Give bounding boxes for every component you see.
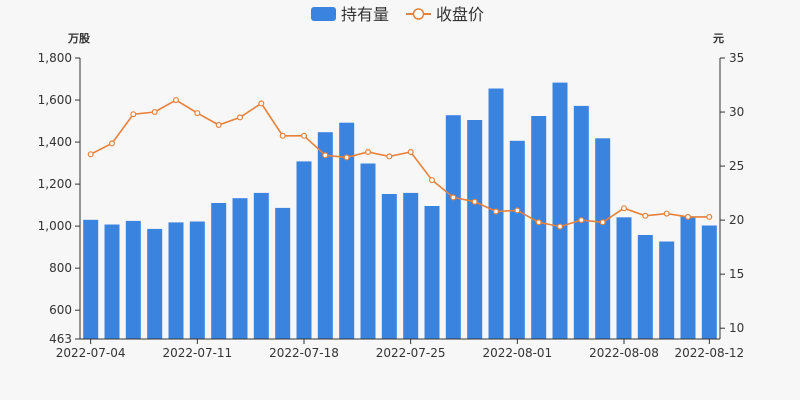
bar [339,122,355,339]
x-axis-tick-label: 2022-07-11 [162,346,232,360]
left-axis-tick-label: 1,200 [38,177,72,191]
bar [125,220,141,339]
legend-bar-label[interactable]: 持有量 [341,5,389,24]
bar [211,203,227,339]
bar [637,235,653,339]
price-point [301,132,308,139]
price-point [258,100,265,107]
price-point [556,223,563,230]
bar [659,241,675,339]
bar [552,82,568,339]
price-point [151,108,158,115]
price-point [514,207,521,214]
bar [701,225,717,339]
right-axis-tick-label: 10 [729,321,744,335]
bar [296,161,312,339]
left-axis-tick-label: 1,400 [38,135,72,149]
bar [467,120,483,339]
bar [509,140,525,339]
price-point [279,132,286,139]
bar [403,192,419,339]
legend-line-marker [412,8,425,20]
axes: 463 600 800 1,000 1,200 1,400 1,600 1,800 10 15 20… [38,51,745,360]
price-point [215,121,222,128]
price-point [365,149,372,156]
legend-bar-swatch[interactable] [311,7,336,21]
price-point [493,208,500,215]
bar [595,138,611,339]
bar [317,132,333,339]
bar [168,222,184,339]
x-axis-tick-label: 2022-07-04 [56,346,126,360]
left-axis-tick-label: 463 [49,332,72,346]
x-axis-tick-label: 2022-08-08 [589,346,659,360]
price-point [684,213,691,220]
bar [531,116,547,339]
bar [189,221,205,339]
right-axis-tick-label: 25 [729,159,744,173]
bar [381,194,397,339]
price-point [429,177,436,184]
price-point [386,153,393,160]
price-point [87,151,94,158]
right-axis-tick-label: 20 [729,213,744,227]
price-point [407,149,414,156]
left-axis-tick-label: 1,000 [38,219,72,233]
bar [147,228,163,339]
price-line [90,99,710,228]
bar [360,163,376,339]
bar [232,198,248,339]
line-series [87,97,713,230]
bar [253,192,269,339]
right-axis-tick-label: 35 [729,51,744,65]
legend: 持有量 收盘价 [311,5,484,24]
bar [616,217,632,339]
price-point [130,111,137,118]
price-point [471,198,478,205]
bar [680,216,696,339]
price-point [599,219,606,226]
bar [424,206,440,339]
left-axis-tick-label: 1,800 [38,51,72,65]
price-point [642,212,649,219]
bar [275,207,291,339]
price-point [706,213,713,220]
x-axis-tick-label: 2022-08-01 [482,346,552,360]
price-point [535,219,542,226]
left-axis-tick-label: 800 [49,261,72,275]
right-axis-tick-label: 15 [729,267,744,281]
bar [104,224,120,339]
price-point [343,154,350,161]
legend-line-label[interactable]: 收盘价 [436,5,484,24]
price-point [237,114,244,121]
bar [83,219,99,339]
price-point [578,217,585,224]
x-axis-tick-label: 2022-08-12 [674,346,744,360]
bar [445,115,461,339]
x-axis-tick-label: 2022-07-18 [269,346,339,360]
left-axis-tick-label: 1,600 [38,93,72,107]
price-point [663,210,670,217]
left-axis-unit: 万股 [67,32,91,45]
price-point [194,110,201,117]
right-axis-tick-label: 30 [729,105,744,119]
x-axis-tick-label: 2022-07-25 [376,346,446,360]
price-point [620,205,627,212]
price-point [173,97,180,104]
left-axis-tick-label: 600 [49,303,72,317]
price-point [450,194,457,201]
right-axis-unit: 元 [713,32,724,45]
price-point [108,140,115,147]
price-point [322,152,329,159]
bar-series [83,82,717,340]
